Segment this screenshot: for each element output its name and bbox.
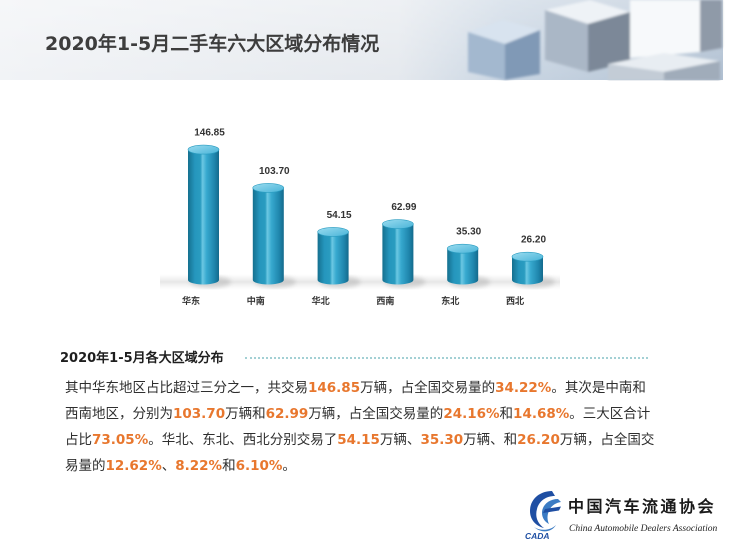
bar-body	[188, 149, 219, 285]
paragraph-text: 和	[499, 406, 514, 422]
logo-abbreviation: CADA	[525, 531, 550, 541]
cada-logo-icon: CADA	[525, 491, 561, 541]
bar-top	[187, 144, 220, 155]
page-title: 2020年1-5月二手车六大区域分布情况	[45, 33, 380, 55]
paragraph-text: 万辆、和	[463, 432, 518, 448]
paragraph-text: 、	[161, 458, 176, 474]
bar-chart: 146.85 华东 103.70 中南 54.15 华北 62.99 西南 35.30 东北 26.…	[160, 128, 560, 307]
paragraph-text: 万辆、	[379, 432, 421, 448]
bar-top	[446, 243, 479, 254]
value-label: 62.99	[391, 202, 416, 213]
bar-top	[382, 219, 414, 229]
highlight-figure: 24.16%	[443, 406, 500, 422]
dotted-divider	[245, 357, 648, 359]
paragraph-text: 万辆，占全国交易量的	[360, 380, 496, 396]
paragraph-text: 。其次是中南和	[551, 380, 646, 396]
highlight-figure: 6.10%	[235, 458, 283, 474]
paragraph-line: 其中华东地区占比超过三分之一，共交易146.85万辆，占全国交易量的34.22%…	[65, 375, 654, 401]
paragraph-text: 万辆，占全国交	[559, 432, 655, 448]
value-label: 103.70	[259, 166, 290, 177]
paragraph-text: 。三大区合计	[569, 406, 651, 422]
highlight-figure: 12.62%	[105, 458, 162, 474]
bar-body	[382, 224, 414, 285]
highlight-figure: 103.70	[173, 406, 226, 422]
category-label: 华北	[312, 295, 330, 307]
bar-body	[512, 256, 543, 285]
chart-bar	[446, 243, 491, 288]
category-label: 中南	[247, 295, 265, 307]
category-label: 西北	[506, 295, 524, 307]
chart-bar	[511, 251, 555, 288]
value-label: 54.15	[327, 210, 352, 221]
paragraph-text: 其中华东地区占比超过三分之一，共交易	[65, 380, 308, 396]
summary-paragraph: 其中华东地区占比超过三分之一，共交易146.85万辆，占全国交易量的34.22%…	[65, 375, 654, 479]
bar-body	[317, 231, 349, 285]
paragraph-text: 万辆，占全国交易量的	[308, 406, 444, 422]
chart-bar	[252, 183, 296, 288]
section-title: 2020年1-5月各大区域分布	[60, 351, 224, 366]
highlight-figure: 54.15	[337, 432, 380, 448]
paragraph-text: 。华北、东北、西北分别交易了	[148, 432, 338, 448]
value-label: 35.30	[456, 227, 481, 238]
highlight-figure: 62.99	[265, 406, 309, 422]
highlight-figure: 146.85	[308, 380, 361, 396]
logo-name-english: China Automobile Dealers Association	[569, 524, 718, 534]
bar-top	[511, 251, 544, 262]
paragraph-text: 易量的	[65, 458, 106, 474]
logo-name-chinese: 中国汽车流通协会	[568, 497, 717, 516]
chart-bar	[382, 219, 426, 288]
bar-body	[447, 248, 479, 285]
paragraph-text: 万辆和	[225, 406, 266, 422]
bars-layer: 146.85 华东 103.70 中南 54.15 华北 62.99 西南 35.30 东北 26.…	[182, 128, 555, 307]
paragraph-line: 西南地区，分别为103.70万辆和62.99万辆，占全国交易量的24.16%和1…	[65, 401, 654, 427]
bar-top	[317, 227, 349, 237]
category-label: 东北	[441, 295, 459, 307]
bar-top	[252, 183, 285, 193]
highlight-figure: 35.30	[420, 432, 464, 448]
paragraph-line: 占比73.05%。华北、东北、西北分别交易了54.15万辆、35.30万辆、和2…	[65, 427, 654, 453]
bar-body	[252, 187, 284, 285]
highlight-figure: 14.68%	[513, 406, 570, 422]
paragraph-line: 易量的12.62%、8.22%和6.10%。	[65, 453, 654, 479]
category-label: 华东	[182, 295, 200, 307]
category-label: 西南	[376, 295, 394, 307]
chart-bar	[317, 227, 361, 288]
header-band: 2020年1-5月二手车六大区域分布情况	[0, 0, 732, 81]
highlight-figure: 73.05%	[92, 432, 149, 448]
header-background	[0, 0, 723, 80]
chart-bar	[187, 144, 231, 288]
highlight-figure: 34.22%	[495, 380, 552, 396]
header-decoration-cubes	[468, 0, 722, 80]
paragraph-text: 占比	[65, 432, 92, 448]
paragraph-text: 西南地区，分别为	[65, 406, 173, 422]
value-label: 26.20	[521, 235, 546, 246]
value-label: 146.85	[194, 128, 225, 139]
paragraph-text: 。	[282, 458, 296, 474]
paragraph-text: 和	[222, 458, 236, 474]
highlight-figure: 26.20	[517, 432, 560, 448]
highlight-figure: 8.22%	[175, 458, 223, 474]
